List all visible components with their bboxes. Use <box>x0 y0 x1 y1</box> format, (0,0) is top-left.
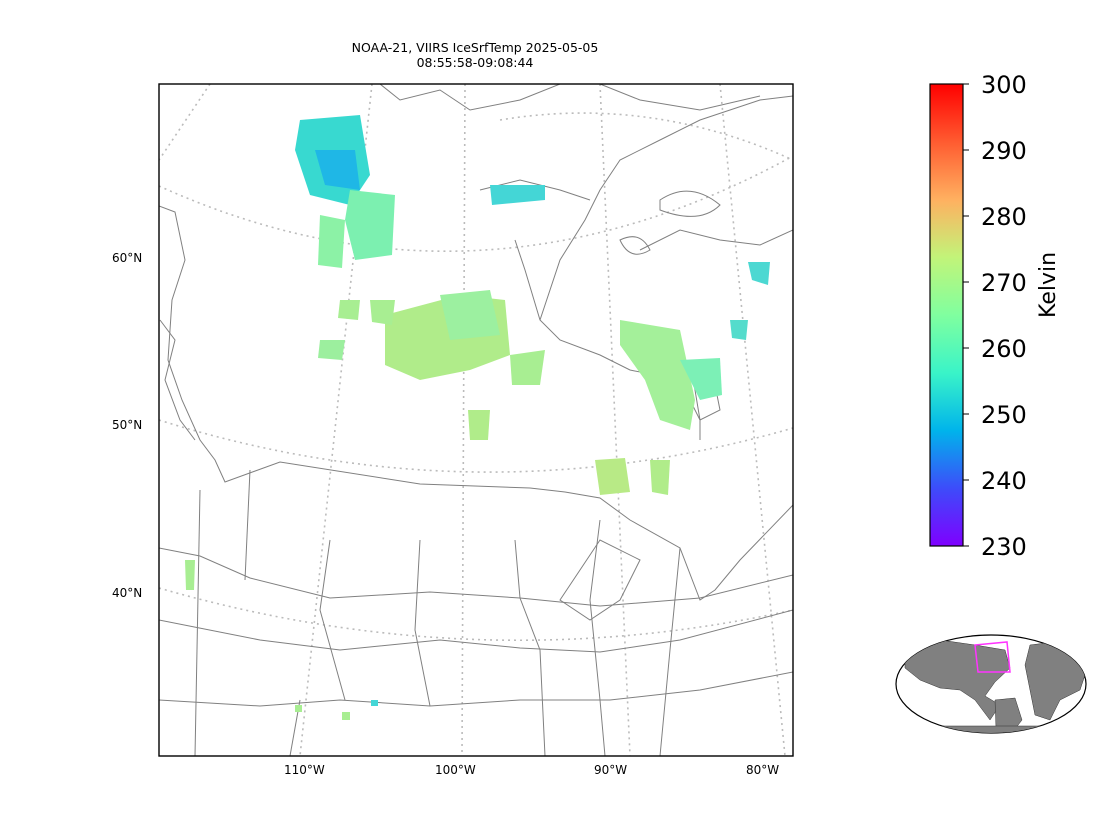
colorbar-tick-270: 270 <box>981 269 1027 297</box>
lon-label-80w: 80°W <box>746 763 780 777</box>
title-line-2: 08:55:58-09:08:44 <box>416 55 534 70</box>
colorbar <box>929 83 969 547</box>
lat-label-60: 60°N <box>112 251 143 265</box>
lon-label-100w: 100°W <box>435 763 476 777</box>
lat-label-40: 40°N <box>112 586 143 600</box>
colorbar-tick-250: 250 <box>981 401 1027 429</box>
lon-label-90w: 90°W <box>594 763 628 777</box>
graticule <box>159 84 793 756</box>
chart-title: NOAA-21, VIIRS IceSrfTemp 2025-05-05 08:… <box>290 40 660 70</box>
temperature-swath <box>185 115 770 720</box>
colorbar-tick-300: 300 <box>981 71 1027 99</box>
inset-globe <box>895 634 1087 734</box>
inset-region-highlight <box>974 641 1011 673</box>
lon-label-110w: 110°W <box>284 763 325 777</box>
colorbar-tick-230: 230 <box>981 533 1027 561</box>
colorbar-tick-240: 240 <box>981 467 1027 495</box>
map-panel <box>158 83 794 757</box>
colorbar-tick-290: 290 <box>981 137 1027 165</box>
colorbar-tick-280: 280 <box>981 203 1027 231</box>
title-line-1: NOAA-21, VIIRS IceSrfTemp 2025-05-05 <box>351 40 599 55</box>
colorbar-label: Kelvin <box>1036 251 1061 318</box>
lat-label-50: 50°N <box>112 418 143 432</box>
colorbar-tick-260: 260 <box>981 335 1027 363</box>
